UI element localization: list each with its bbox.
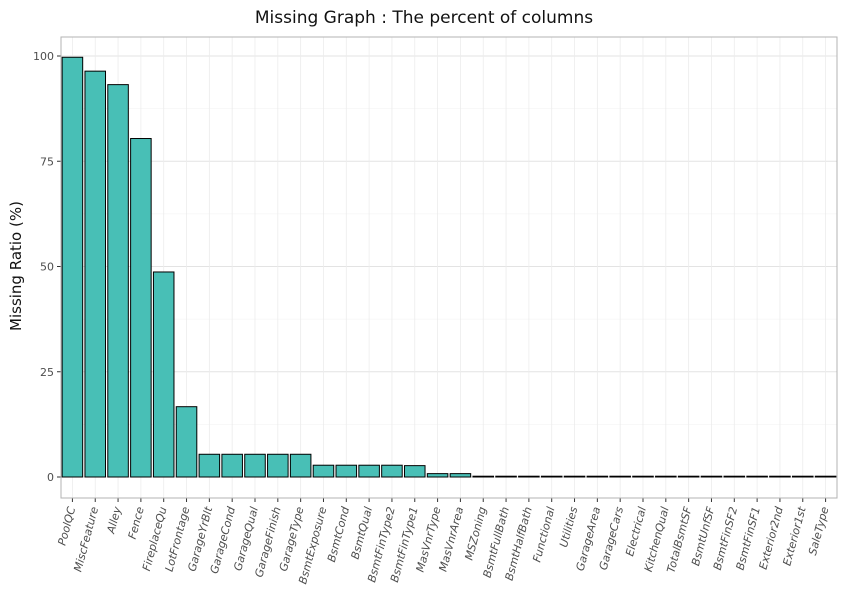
bar-MasVnrArea (449, 473, 472, 478)
x-tick-label: Alley (104, 505, 124, 536)
bar-BsmtFullBath (495, 475, 517, 478)
bar-GarageType (289, 453, 312, 478)
bars (61, 56, 837, 478)
bar-PoolQC (61, 56, 84, 478)
x-tick-label: BsmtQual (349, 505, 375, 560)
bar-BsmtExposure (312, 464, 335, 478)
bar-Utilities (563, 475, 586, 478)
bar-MSZoning (472, 475, 495, 478)
bar-BsmtUnfSF (700, 475, 723, 478)
bar-MasVnrType (426, 473, 449, 478)
bar-Alley (107, 84, 129, 478)
bar-Fence (130, 138, 152, 478)
bar-Electrical (632, 475, 654, 478)
bar-GarageYrBlt (198, 453, 221, 478)
x-tick-label: Utilities (557, 505, 580, 549)
y-tick-label: 0 (47, 471, 54, 484)
plot-panel-border (60, 36, 838, 499)
bar-BsmtFinSF1 (746, 475, 768, 478)
bar-FireplaceQu (152, 271, 175, 478)
bar-Exterior1st (791, 475, 814, 478)
x-tick-label: MSZoning (462, 505, 489, 561)
bar-SaleType (814, 475, 837, 478)
bar-TotalBsmtSF (677, 475, 700, 478)
x-tick-label: Functional (530, 505, 557, 563)
bar-MiscFeature (84, 70, 107, 478)
x-tick-label: Fence (126, 505, 147, 540)
bar-BsmtHalfBath (518, 475, 540, 478)
bar-GarageCars (609, 475, 631, 478)
bar-BsmtCond (335, 464, 358, 478)
bar-LotFrontage (175, 406, 198, 478)
bar-KitchenQual (655, 475, 677, 478)
chart-title: Missing Graph : The percent of columns (254, 8, 594, 28)
x-tick-label: PoolQC (56, 505, 79, 547)
x-tick-label: SaleType (806, 505, 831, 556)
y-tick-label: 50 (40, 261, 54, 274)
bar-BsmtFinType2 (381, 464, 403, 478)
x-tick-label: Exterior1st (780, 505, 808, 567)
bar-BsmtFinType1 (403, 465, 426, 478)
bar-GarageQual (244, 453, 266, 478)
bar-BsmtQual (358, 464, 380, 478)
bar-GarageCond (221, 453, 243, 478)
y-tick-label: 100 (33, 50, 54, 63)
bar-GarageFinish (267, 453, 289, 478)
bar-Exterior2nd (769, 475, 791, 478)
y-tick-label: 75 (40, 155, 54, 168)
bar-Functional (540, 475, 563, 478)
bar-BsmtFinSF2 (723, 475, 746, 478)
y-axis-ticks: 0 25 50 75 100 (33, 50, 61, 484)
bar-GarageArea (586, 475, 609, 478)
x-tick-label: Electrical (623, 505, 649, 557)
y-tick-label: 25 (40, 366, 54, 379)
